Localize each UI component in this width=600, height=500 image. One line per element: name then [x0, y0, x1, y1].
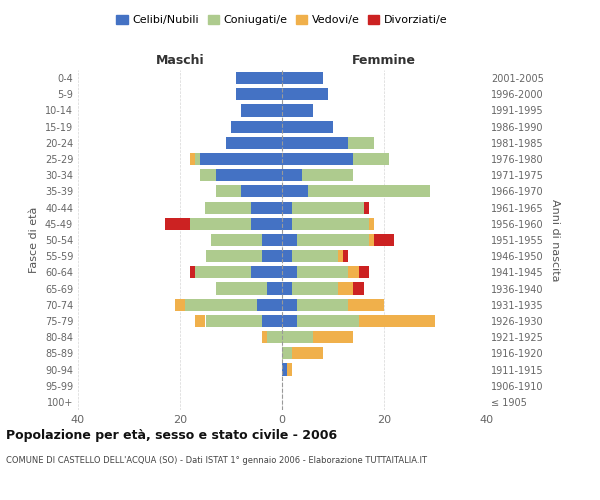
- Bar: [292, 250, 338, 262]
- Bar: [262, 234, 282, 246]
- Bar: [216, 186, 241, 198]
- Bar: [369, 234, 374, 246]
- Bar: [282, 218, 292, 230]
- Bar: [190, 153, 196, 165]
- Bar: [211, 234, 262, 246]
- Bar: [353, 282, 364, 294]
- Bar: [236, 72, 282, 84]
- Bar: [282, 104, 313, 117]
- Bar: [287, 364, 292, 376]
- Text: Maschi: Maschi: [155, 54, 205, 66]
- Bar: [282, 331, 313, 343]
- Bar: [313, 331, 353, 343]
- Bar: [226, 137, 282, 149]
- Bar: [262, 250, 282, 262]
- Bar: [231, 120, 282, 132]
- Bar: [308, 186, 430, 198]
- Bar: [196, 153, 200, 165]
- Bar: [349, 298, 384, 311]
- Bar: [251, 202, 282, 213]
- Bar: [241, 186, 282, 198]
- Bar: [200, 169, 216, 181]
- Bar: [359, 266, 369, 278]
- Bar: [338, 250, 343, 262]
- Bar: [262, 315, 282, 327]
- Bar: [200, 153, 282, 165]
- Bar: [205, 315, 262, 327]
- Bar: [282, 266, 298, 278]
- Bar: [190, 266, 196, 278]
- Text: Popolazione per età, sesso e stato civile - 2006: Popolazione per età, sesso e stato civil…: [6, 430, 337, 442]
- Bar: [282, 88, 328, 101]
- Bar: [349, 137, 374, 149]
- Bar: [374, 234, 394, 246]
- Bar: [292, 218, 369, 230]
- Bar: [298, 298, 349, 311]
- Bar: [282, 234, 298, 246]
- Bar: [338, 282, 353, 294]
- Bar: [251, 266, 282, 278]
- Y-axis label: Anni di nascita: Anni di nascita: [550, 198, 560, 281]
- Bar: [262, 331, 267, 343]
- Text: Femmine: Femmine: [352, 54, 416, 66]
- Bar: [206, 202, 251, 213]
- Bar: [165, 218, 190, 230]
- Bar: [369, 218, 374, 230]
- Bar: [282, 120, 333, 132]
- Bar: [292, 202, 364, 213]
- Bar: [175, 298, 185, 311]
- Bar: [298, 315, 359, 327]
- Bar: [349, 266, 359, 278]
- Bar: [302, 169, 353, 181]
- Bar: [236, 88, 282, 101]
- Bar: [292, 282, 338, 294]
- Bar: [282, 315, 298, 327]
- Bar: [251, 218, 282, 230]
- Bar: [267, 282, 282, 294]
- Bar: [282, 364, 287, 376]
- Bar: [196, 266, 251, 278]
- Bar: [257, 298, 282, 311]
- Bar: [205, 250, 262, 262]
- Bar: [364, 202, 369, 213]
- Bar: [282, 169, 302, 181]
- Bar: [298, 234, 369, 246]
- Bar: [343, 250, 349, 262]
- Bar: [298, 266, 349, 278]
- Bar: [216, 169, 282, 181]
- Bar: [353, 153, 389, 165]
- Bar: [267, 331, 282, 343]
- Bar: [282, 186, 308, 198]
- Y-axis label: Fasce di età: Fasce di età: [29, 207, 39, 273]
- Bar: [282, 72, 323, 84]
- Bar: [282, 298, 298, 311]
- Bar: [196, 315, 206, 327]
- Bar: [359, 315, 435, 327]
- Bar: [282, 202, 292, 213]
- Bar: [185, 298, 257, 311]
- Text: COMUNE DI CASTELLO DELL'ACQUA (SO) - Dati ISTAT 1° gennaio 2006 - Elaborazione T: COMUNE DI CASTELLO DELL'ACQUA (SO) - Dat…: [6, 456, 427, 465]
- Bar: [282, 282, 292, 294]
- Bar: [282, 153, 353, 165]
- Bar: [282, 348, 292, 360]
- Bar: [216, 282, 267, 294]
- Bar: [282, 250, 292, 262]
- Legend: Celibi/Nubili, Coniugati/e, Vedovi/e, Divorziati/e: Celibi/Nubili, Coniugati/e, Vedovi/e, Di…: [112, 10, 452, 30]
- Bar: [282, 137, 349, 149]
- Bar: [292, 348, 323, 360]
- Bar: [190, 218, 251, 230]
- Bar: [241, 104, 282, 117]
